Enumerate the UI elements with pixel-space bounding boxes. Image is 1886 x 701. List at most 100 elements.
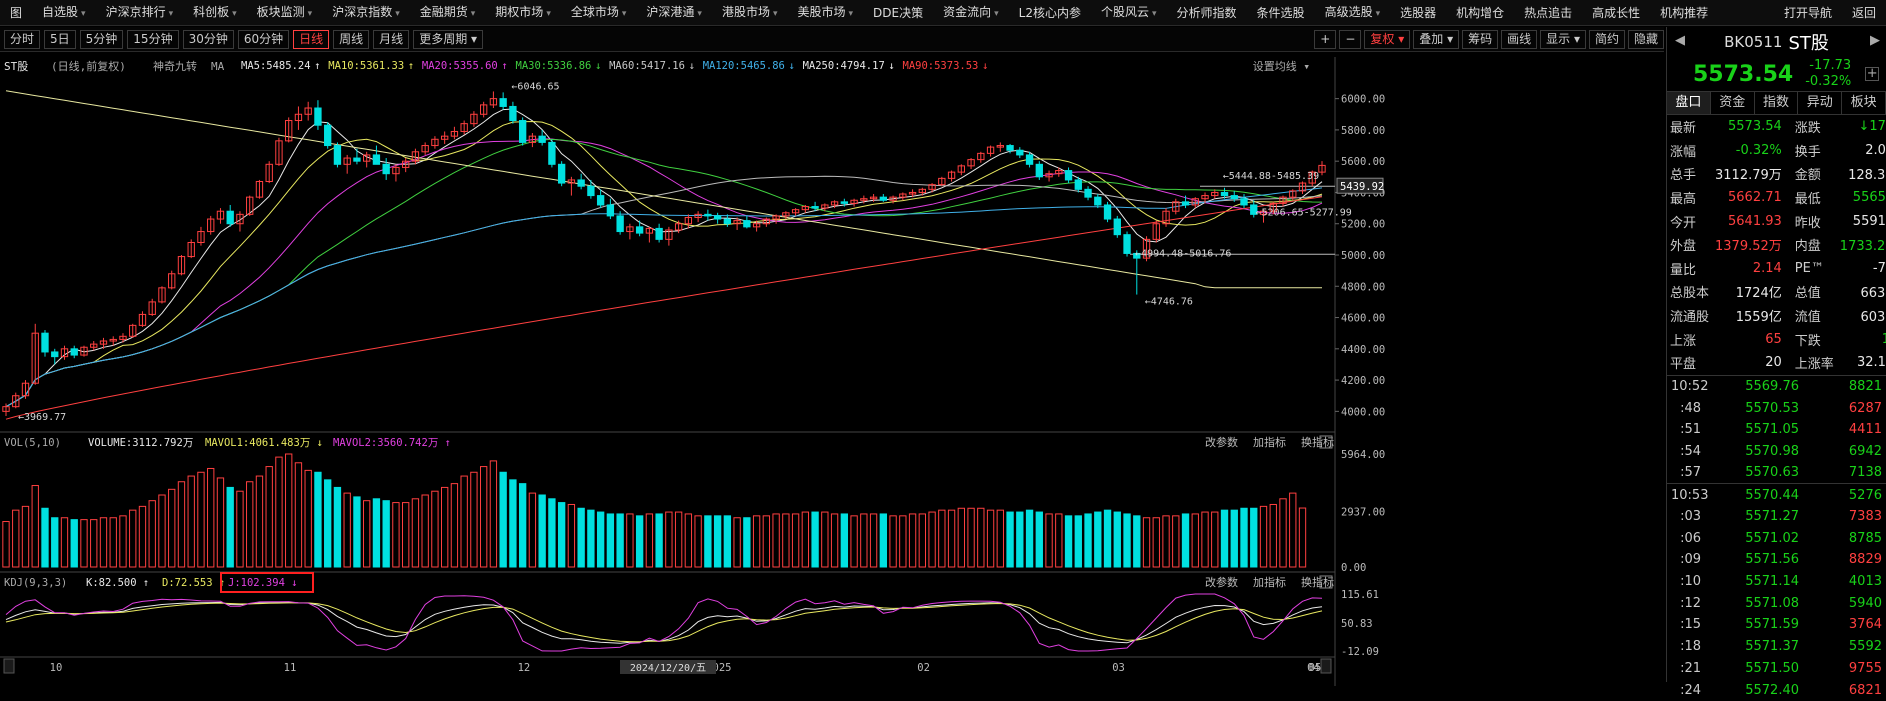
tick-row: 10:53 5570.44 5276 bbox=[1667, 483, 1886, 506]
menu-item-10[interactable]: 港股市场 ▾ bbox=[712, 0, 788, 25]
candle bbox=[479, 104, 488, 115]
close-icon[interactable] bbox=[1319, 575, 1333, 589]
vol-btn-2[interactable]: 换指标 bbox=[1301, 435, 1334, 449]
volume-bar bbox=[743, 517, 751, 568]
kdj-tick-label: 50.83 bbox=[1341, 618, 1373, 630]
menu-item-1[interactable]: 自选股 ▾ bbox=[32, 0, 96, 25]
menu-item-9[interactable]: 沪深港通 ▾ bbox=[636, 0, 712, 25]
kline-chart[interactable]: ST股 (日线,前复权) 神奇九转 MA MA5:5485.24 ↑ MA10:5361.3… bbox=[0, 53, 1664, 690]
menu-item-5[interactable]: 沪深京指数 ▾ bbox=[322, 0, 410, 25]
menu-item-22[interactable]: 高成长性 bbox=[1582, 0, 1650, 25]
period-9[interactable]: 更多周期 ▾ bbox=[413, 29, 484, 49]
toolbar-btn-3[interactable]: 叠加 ▾ bbox=[1413, 29, 1460, 49]
quote-row: 平盘 20 上涨率 32.18% bbox=[1667, 351, 1886, 375]
candle bbox=[1006, 145, 1014, 151]
period-1[interactable]: 5日 bbox=[44, 29, 76, 49]
ma-arrow-icon: ↓ bbox=[595, 60, 601, 72]
ma-settings-button[interactable]: 设置均线 ▾ bbox=[1253, 59, 1310, 73]
menu-item-8[interactable]: 全球市场 ▾ bbox=[561, 0, 637, 25]
quote-label: 涨跌 bbox=[1794, 121, 1821, 137]
side-tab-4[interactable]: 板块 bbox=[1842, 92, 1886, 114]
kdj-d-value: D:72.553 ↑ bbox=[162, 577, 225, 589]
menu-item-20[interactable]: 机构增仓 bbox=[1446, 0, 1514, 25]
add-icon[interactable]: + bbox=[1865, 66, 1880, 81]
menu-item-18[interactable]: 高级选股 ▾ bbox=[1315, 0, 1391, 25]
menu-item-12[interactable]: DDE决策 bbox=[863, 0, 933, 25]
quote-row: 涨幅 -0.32% 换手 2.00% bbox=[1667, 139, 1886, 163]
volume-bar bbox=[733, 517, 741, 568]
toolbar-btn-6[interactable]: 显示 ▾ bbox=[1540, 29, 1586, 49]
toolbar-btn-4[interactable]: 筹码 bbox=[1462, 29, 1499, 49]
candle bbox=[674, 223, 683, 231]
toolbar-btn-7[interactable]: 简约 bbox=[1588, 29, 1625, 49]
menu-item-17[interactable]: 条件选股 bbox=[1247, 0, 1315, 25]
menu-item-13[interactable]: 资金流向 ▾ bbox=[933, 0, 1009, 25]
next-arrow-icon[interactable]: ▶ bbox=[1870, 33, 1880, 48]
prev-arrow-icon[interactable]: ◀ bbox=[1675, 33, 1685, 48]
period-0[interactable]: 分时 bbox=[4, 29, 41, 49]
period-4[interactable]: 30分钟 bbox=[182, 29, 234, 49]
volume-bar bbox=[324, 479, 332, 568]
menu-item-6[interactable]: 金融期货 ▾ bbox=[410, 0, 486, 25]
menu-item-23[interactable]: 机构推荐 bbox=[1650, 0, 1718, 25]
period-8[interactable]: 月线 bbox=[373, 29, 410, 49]
menu-item-3[interactable]: 科创板 ▾ bbox=[183, 0, 247, 25]
toolbar-btn-5[interactable]: 画线 bbox=[1501, 29, 1538, 49]
period-7[interactable]: 周线 bbox=[333, 29, 370, 49]
quote-label: 最低 bbox=[1794, 192, 1821, 208]
candle bbox=[557, 163, 566, 184]
volume-bar bbox=[255, 475, 264, 568]
menu-item-11[interactable]: 美股市场 ▾ bbox=[787, 0, 863, 25]
candle bbox=[265, 163, 273, 183]
menu-right-1[interactable]: 返回 bbox=[1851, 5, 1876, 20]
toolbar-btn-1[interactable]: − bbox=[1339, 29, 1362, 49]
toolbar-btn-0[interactable]: + bbox=[1314, 29, 1337, 49]
volume-bar bbox=[51, 517, 59, 568]
close-icon[interactable] bbox=[1319, 435, 1333, 449]
volume-bar bbox=[1113, 511, 1121, 568]
side-tab-1[interactable]: 资金 bbox=[1711, 92, 1755, 114]
kdj-btn-0[interactable]: 改参数 bbox=[1205, 575, 1238, 589]
vol-btn-0[interactable]: 改参数 bbox=[1205, 435, 1238, 449]
volume-bar bbox=[801, 511, 810, 568]
toolbar-btn-2[interactable]: 复权 ▾ bbox=[1364, 29, 1411, 49]
candle bbox=[791, 209, 800, 214]
kdj-btn-2[interactable]: 换指标 bbox=[1301, 575, 1334, 589]
quote-row: 最高 5662.71 最低 5565.77 bbox=[1667, 186, 1886, 210]
tick-volume: 3764 bbox=[1848, 617, 1882, 633]
menu-item-21[interactable]: 热点追击 bbox=[1514, 0, 1582, 25]
candle bbox=[733, 220, 741, 225]
menu-item-7[interactable]: 期权市场 ▾ bbox=[485, 0, 561, 25]
kdj-btn-1[interactable]: 加指标 bbox=[1253, 575, 1286, 589]
tick-row: :03 5571.27 7383 bbox=[1667, 506, 1886, 528]
tick-price: 5571.02 bbox=[1745, 530, 1799, 546]
period-5[interactable]: 60分钟 bbox=[237, 29, 290, 49]
candle bbox=[908, 191, 917, 195]
menu-item-19[interactable]: 选股器 bbox=[1390, 0, 1446, 25]
vol-btn-1[interactable]: 加指标 bbox=[1253, 435, 1286, 449]
tick-time: :15 bbox=[1680, 617, 1701, 633]
toolbar-btn-8[interactable]: 隐藏 bbox=[1627, 29, 1664, 49]
menu-item-2[interactable]: 沪深京排行 ▾ bbox=[96, 0, 184, 25]
menu-item-14[interactable]: L2核心内参 bbox=[1009, 0, 1091, 25]
candle bbox=[109, 338, 117, 342]
side-tab-3[interactable]: 异动 bbox=[1798, 92, 1843, 114]
side-tab-0[interactable]: 盘口 bbox=[1667, 92, 1711, 114]
scroll-right-icon[interactable] bbox=[1320, 658, 1332, 674]
price-tick-label: 4000.00 bbox=[1341, 406, 1385, 418]
period-6[interactable]: 日线 bbox=[293, 29, 330, 49]
mavol2-value: MAVOL2:3560.742万 ↑ bbox=[333, 437, 451, 449]
scroll-left-icon[interactable] bbox=[3, 658, 15, 674]
quote-label: 上涨率 bbox=[1794, 357, 1834, 373]
period-3[interactable]: 15分钟 bbox=[127, 29, 179, 49]
menu-item-4[interactable]: 板块监测 ▾ bbox=[247, 0, 323, 25]
menu-item-0[interactable]: 图 bbox=[0, 0, 32, 25]
period-2[interactable]: 5分钟 bbox=[79, 29, 124, 49]
menu-right-0[interactable]: 打开导航 bbox=[1783, 5, 1832, 20]
candle bbox=[60, 348, 69, 358]
side-tab-2[interactable]: 指数 bbox=[1755, 92, 1799, 114]
side-price-row: 5573.54 -17.73 -0.32% + bbox=[1667, 57, 1886, 91]
menu-item-15[interactable]: 个股风云 ▾ bbox=[1091, 0, 1167, 25]
menu-item-16[interactable]: 分析师指数 bbox=[1167, 0, 1247, 25]
